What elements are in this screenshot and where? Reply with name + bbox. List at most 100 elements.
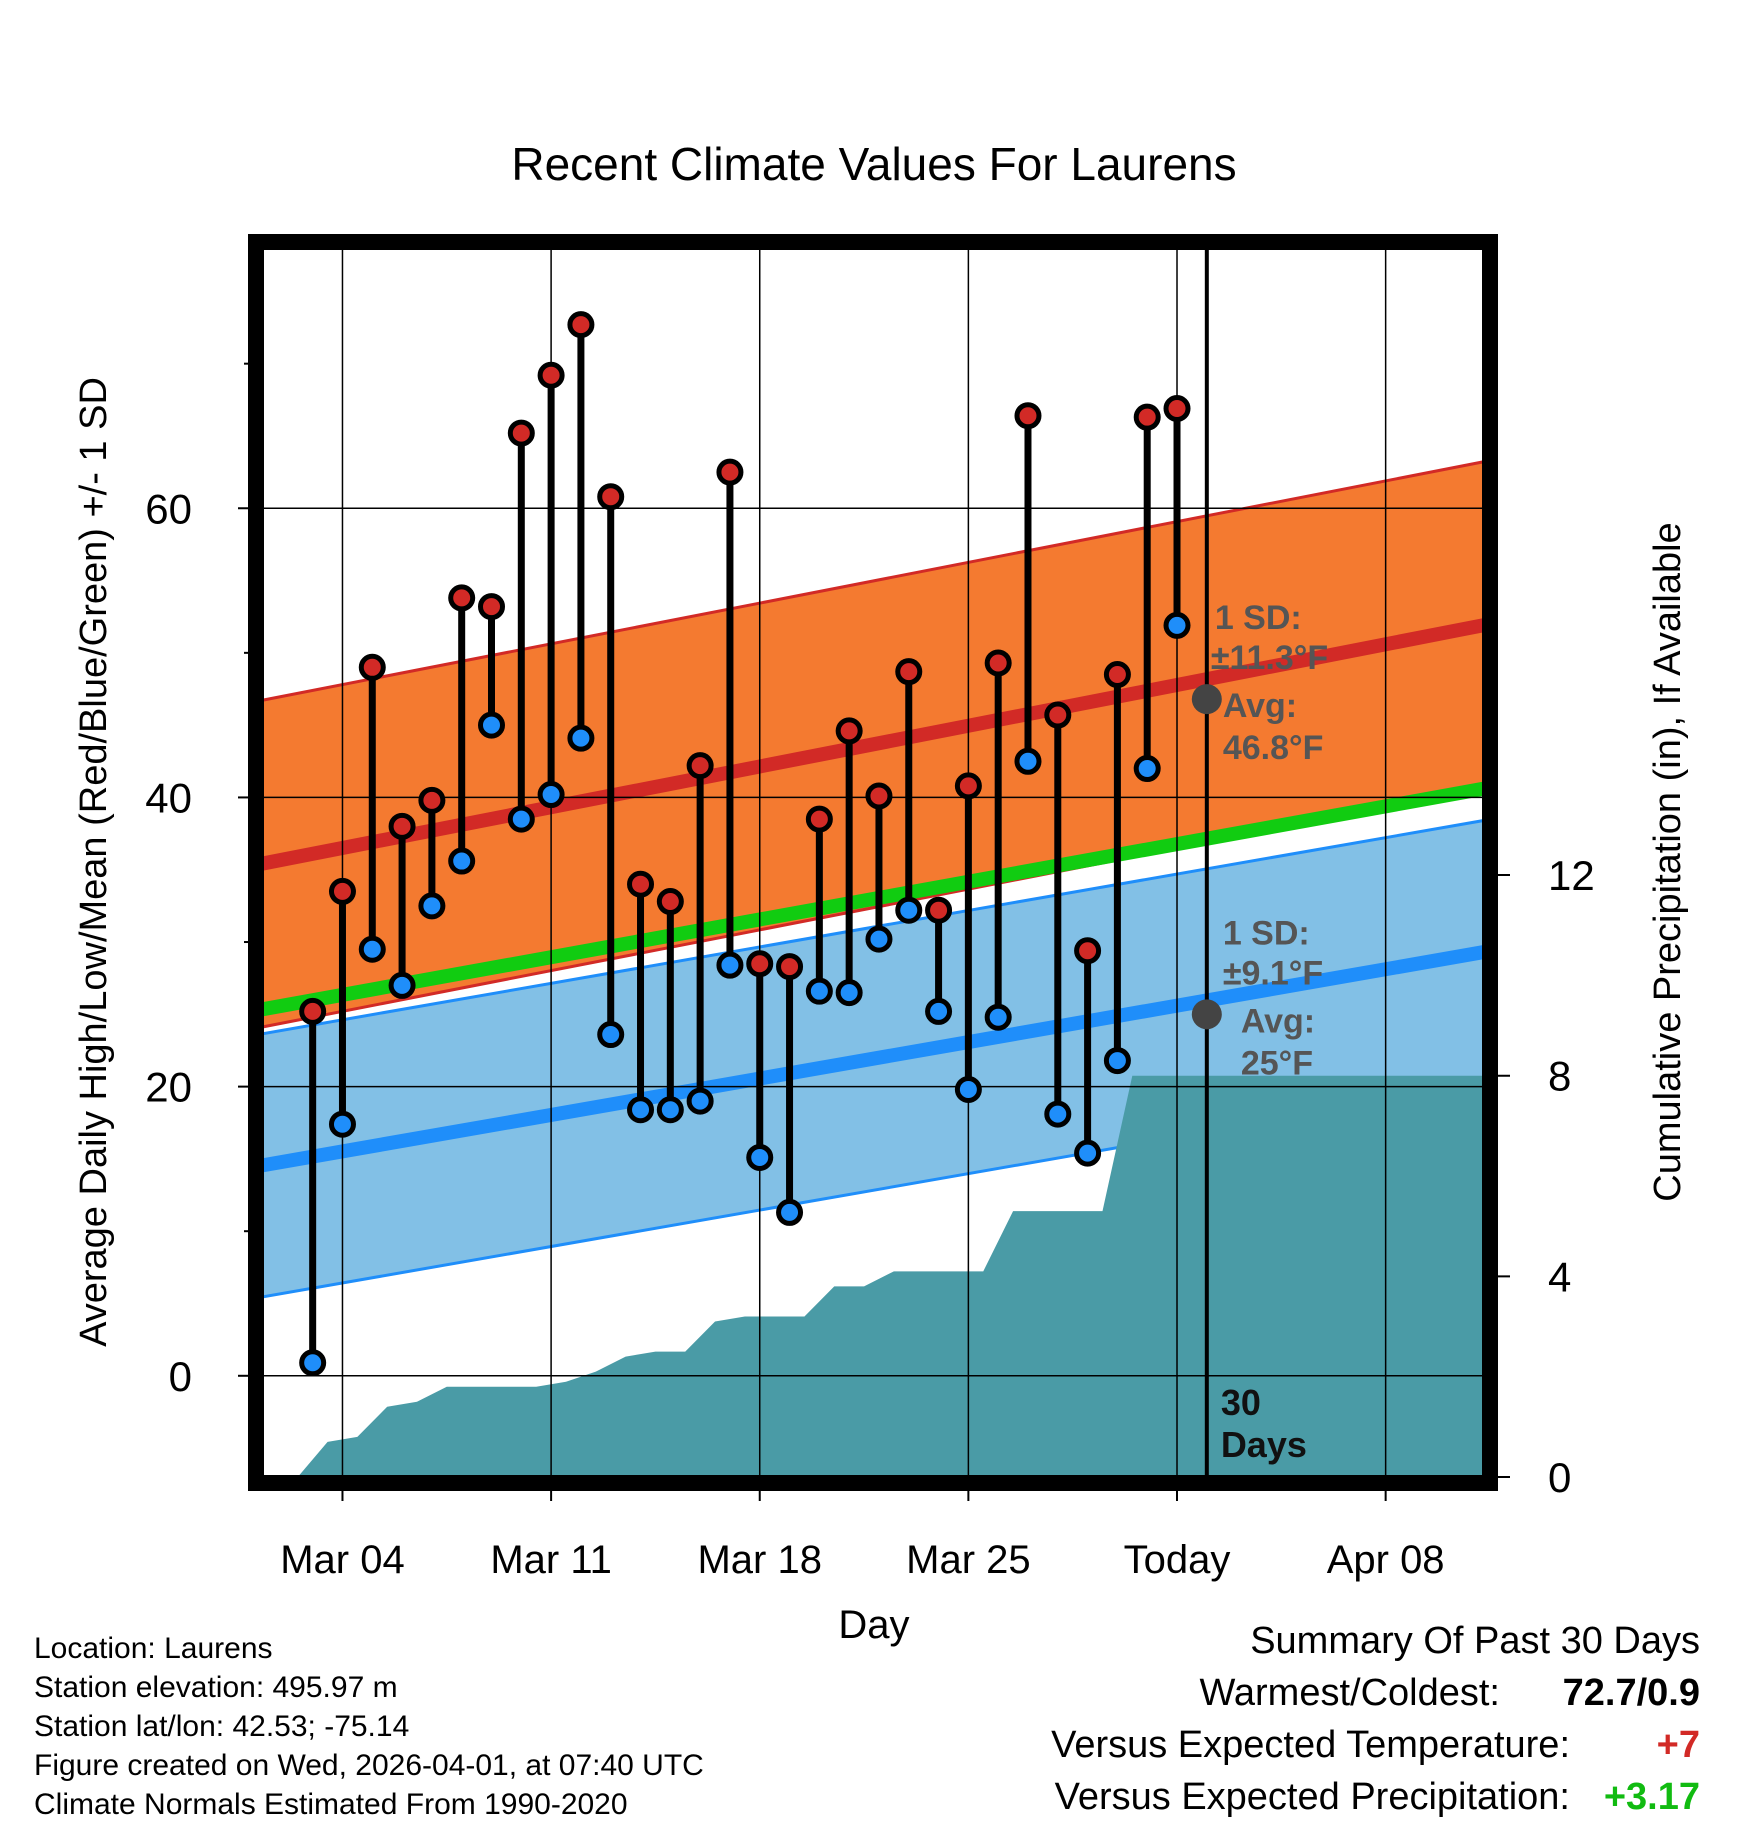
low-sd-label: 1 SD: — [1223, 914, 1310, 952]
info-elevation: Station elevation: 495.97 m — [34, 1671, 398, 1704]
summary-temp-label: Versus Expected Temperature: — [1051, 1724, 1570, 1766]
daily-high-point — [1133, 403, 1161, 431]
info-normals: Climate Normals Estimated From 1990-2020 — [34, 1788, 628, 1821]
daily-high-point — [716, 458, 744, 486]
window-label-days: Days — [1221, 1424, 1307, 1465]
normal-mean-line — [262, 781, 1484, 1017]
summary-precip-value: +3.17 — [1603, 1776, 1700, 1818]
daily-low-point — [1044, 1100, 1072, 1128]
y2-tick-label: 4 — [1548, 1253, 1571, 1300]
daily-high-point — [656, 888, 684, 916]
daily-low-point — [448, 847, 476, 875]
cumulative-precip-area — [262, 1075, 1484, 1477]
high-sd-value: ±11.3°F — [1211, 639, 1328, 677]
summary-title: Summary Of Past 30 Days — [1250, 1620, 1700, 1662]
daily-low-point — [627, 1096, 655, 1124]
summary-warm-cold-value: 72.7/0.9 — [1562, 1672, 1700, 1714]
x-tick-label: Mar 18 — [697, 1538, 822, 1582]
daily-high-point — [1163, 394, 1191, 422]
daily-low-point — [358, 935, 386, 963]
y2-axis-label: Cumulative Precipitation (in), If Availa… — [1647, 522, 1689, 1201]
today-low-avg-marker — [1191, 999, 1222, 1030]
x-tick-label: Mar 25 — [906, 1538, 1031, 1582]
x-tick-label: Mar 04 — [280, 1538, 405, 1582]
plot-frame — [248, 234, 1498, 1491]
daily-low-point — [776, 1198, 804, 1226]
daily-high-point — [1074, 937, 1102, 965]
x-tick-label: Mar 11 — [490, 1538, 612, 1582]
daily-high-point — [925, 896, 953, 924]
daily-low-point — [716, 951, 744, 979]
daily-high-point — [358, 653, 386, 681]
daily-low-point — [686, 1087, 714, 1115]
low-avg-label: Avg: — [1241, 1002, 1315, 1040]
daily-high-point — [805, 805, 833, 833]
daily-high-point — [388, 812, 416, 840]
chart-title: Recent Climate Values For Laurens — [511, 138, 1236, 190]
daily-low-point — [954, 1076, 982, 1104]
y-tick-label: 40 — [145, 774, 192, 821]
low-avg-value: 25°F — [1241, 1044, 1313, 1082]
y2-tick-label: 8 — [1548, 1053, 1571, 1100]
y2-tick-label: 0 — [1548, 1454, 1571, 1501]
info-location: Location: Laurens — [34, 1632, 273, 1665]
daily-low-point — [865, 925, 893, 953]
daily-low-point — [537, 781, 565, 809]
x-tick-label: Today — [1124, 1538, 1231, 1582]
daily-high-point — [328, 877, 356, 905]
daily-low-point — [1103, 1047, 1131, 1075]
normal-low-line — [262, 944, 1484, 1173]
daily-high-point — [954, 772, 982, 800]
summary-warm-cold-label: Warmest/Coldest: — [1199, 1672, 1500, 1714]
daily-low-point — [984, 1003, 1012, 1031]
summary-temp-row: Versus Expected Temperature: +7 — [800, 1724, 1700, 1772]
daily-high-point — [299, 997, 327, 1025]
summary-warm-cold-row: Warmest/Coldest: 72.7/0.9 — [800, 1672, 1700, 1720]
daily-low-point — [477, 711, 505, 739]
daily-high-point — [984, 649, 1012, 677]
y2-tick-label: 12 — [1548, 852, 1595, 899]
summary-temp-value: +7 — [1656, 1724, 1700, 1766]
daily-high-point — [567, 311, 595, 339]
daily-high-point — [746, 950, 774, 978]
daily-high-point — [448, 584, 476, 612]
daily-high-point — [597, 483, 625, 511]
high-sd-label: 1 SD: — [1215, 599, 1302, 637]
high-sd-upper-edge — [262, 460, 1484, 702]
daily-low-point — [1163, 611, 1191, 639]
daily-low-point — [328, 1110, 356, 1138]
daily-high-point — [418, 786, 446, 814]
today-high-avg-marker — [1191, 684, 1222, 715]
x-axis-label: Day — [838, 1603, 909, 1647]
daily-low-point — [746, 1143, 774, 1171]
daily-low-point — [418, 892, 446, 920]
daily-high-point — [1044, 701, 1072, 729]
info-created: Figure created on Wed, 2026-04-01, at 07… — [34, 1749, 704, 1782]
daily-low-point — [925, 997, 953, 1025]
high-avg-value: 46.8°F — [1223, 729, 1324, 767]
y-tick-label: 20 — [145, 1064, 192, 1111]
daily-low-point — [597, 1021, 625, 1049]
info-latlon: Station lat/lon: 42.53; -75.14 — [34, 1710, 410, 1743]
summary-precip-label: Versus Expected Precipitation: — [1054, 1776, 1570, 1818]
daily-low-point — [1074, 1139, 1102, 1167]
y-axis-label: Average Daily High/Low/Mean (Red/Blue/Gr… — [73, 377, 115, 1347]
daily-low-point — [656, 1096, 684, 1124]
summary-precip-row: Versus Expected Precipitation: +3.17 — [800, 1776, 1700, 1824]
daily-high-point — [686, 752, 714, 780]
daily-low-point — [1133, 755, 1161, 783]
daily-low-point — [835, 979, 863, 1007]
low-sd-value: ±9.1°F — [1223, 954, 1323, 992]
daily-high-point — [1014, 402, 1042, 430]
y-tick-label: 0 — [169, 1353, 192, 1400]
normal-high-line — [262, 617, 1484, 871]
daily-low-point — [1014, 747, 1042, 775]
daily-high-point — [865, 782, 893, 810]
y-tick-label: 60 — [145, 485, 192, 532]
daily-high-point — [1103, 661, 1131, 689]
daily-low-point — [388, 971, 416, 999]
daily-high-point — [477, 593, 505, 621]
daily-low-point — [567, 724, 595, 752]
